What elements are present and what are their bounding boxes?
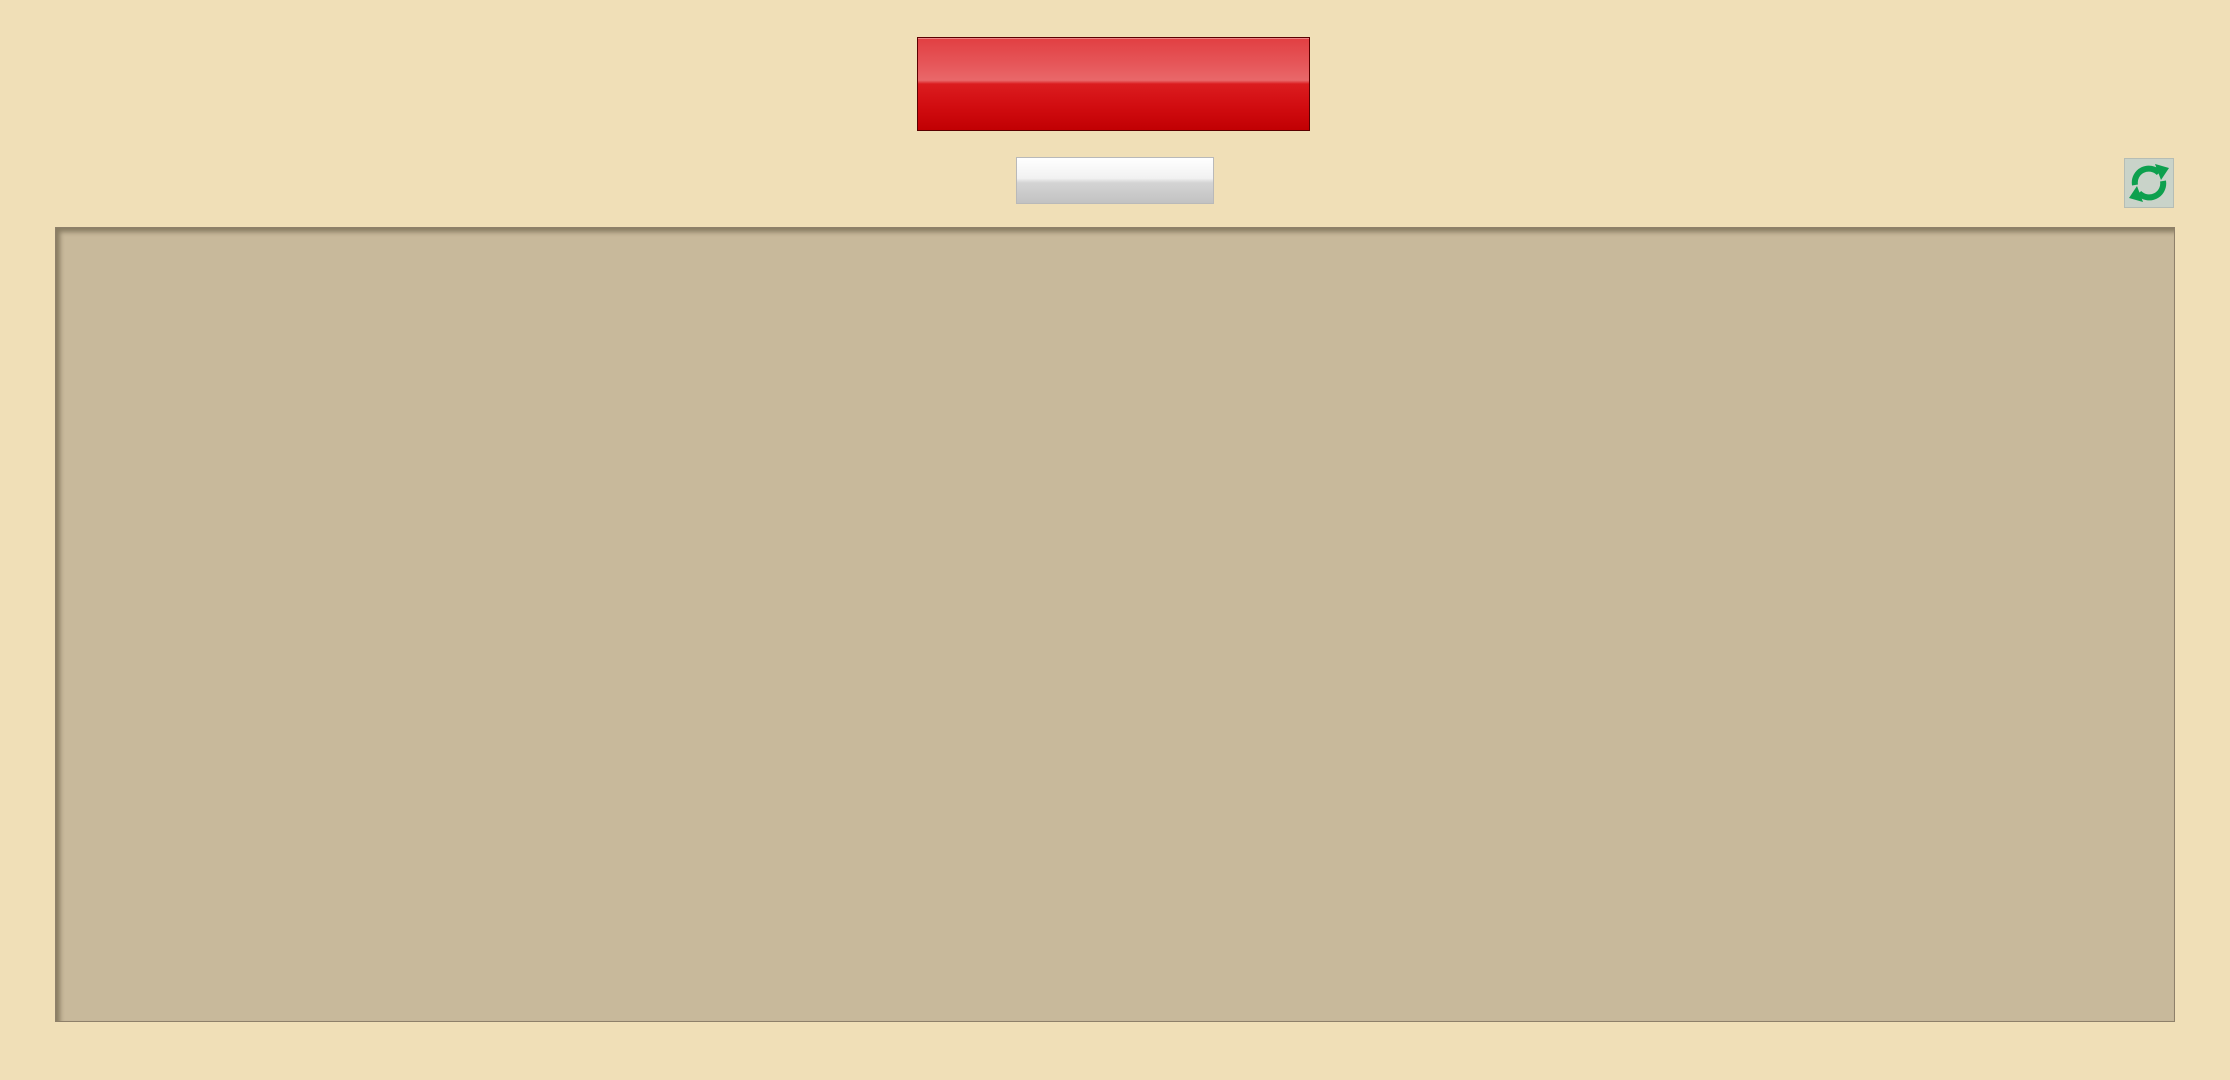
content-panel: [55, 227, 2175, 1022]
primary-button[interactable]: [917, 37, 1310, 131]
refresh-icon: [2129, 164, 2169, 202]
refresh-button[interactable]: [2124, 158, 2174, 208]
secondary-button[interactable]: [1016, 157, 1214, 204]
